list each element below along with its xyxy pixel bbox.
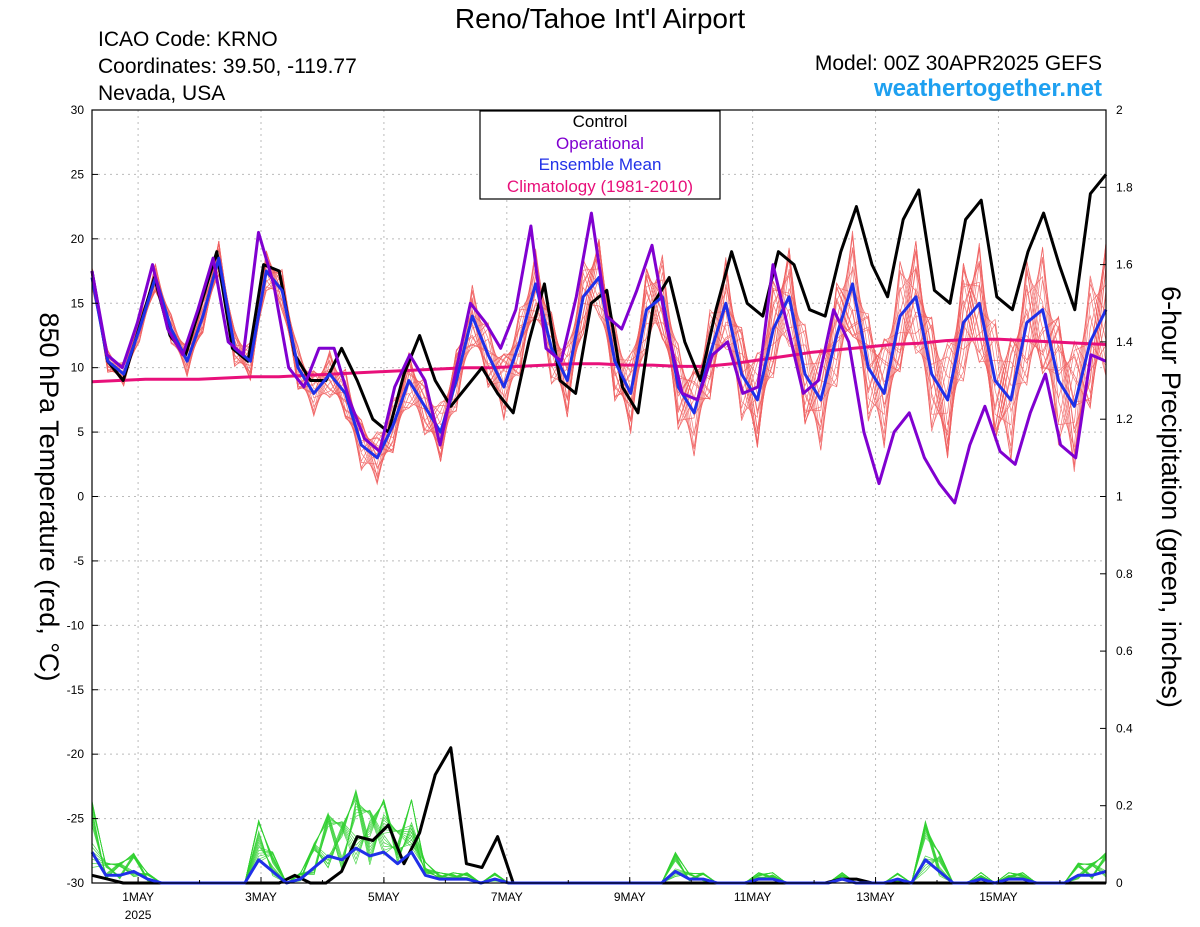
left-tick-label: -20: [67, 747, 85, 761]
precip-member-line: [91, 802, 1107, 884]
right-tick-label: 1.6: [1116, 258, 1133, 272]
right-tick-label: 0.2: [1116, 799, 1133, 813]
right-tick-label: 0.8: [1116, 567, 1133, 581]
chart-grid: [92, 110, 1106, 883]
precip-member-line: [91, 799, 1107, 884]
right-axis-label: 6-hour Precipitation (green, inches): [1156, 286, 1186, 708]
precip-member-line: [91, 800, 1107, 884]
x-tick-label: 3MAY: [245, 890, 277, 904]
left-tick-label: 5: [77, 425, 84, 439]
right-tick-label: 1.8: [1116, 180, 1133, 194]
precip-member-line: [91, 789, 1107, 884]
left-tick-label: 0: [77, 490, 84, 504]
precip-member-line: [91, 795, 1107, 884]
precip-member-line: [91, 792, 1107, 884]
model-run: Model: 00Z 30APR2025 GEFS: [814, 52, 1102, 75]
chart-series: [90, 173, 1108, 885]
precip-member-line: [91, 799, 1107, 884]
temp-line-climatology-1981-2010-: [91, 337, 1107, 384]
region: Nevada, USA: [98, 82, 226, 105]
chart-axes: 302520151050-5-10-15-20-25-3021.81.61.41…: [67, 103, 1133, 922]
precip-member-line: [91, 799, 1107, 884]
precip-member-line: [91, 798, 1107, 884]
right-tick-label: 2: [1116, 103, 1123, 117]
x-tick-label: 5MAY: [368, 890, 400, 904]
left-tick-label: -30: [67, 876, 85, 890]
right-tick-label: 1.2: [1116, 412, 1133, 426]
temp-line-ensemble-mean: [90, 256, 1108, 460]
plot-frame: [91, 109, 1107, 884]
legend-box: [479, 110, 721, 200]
temp-member-line: [91, 250, 1107, 469]
temp-line-operational: [90, 211, 1107, 505]
right-tick-label: 0: [1116, 876, 1123, 890]
left-tick-label: 30: [71, 103, 85, 117]
precip-member-line: [91, 800, 1107, 884]
x-tick-label: 7MAY: [491, 890, 523, 904]
precip-member-line: [91, 798, 1107, 884]
left-tick-label: 20: [71, 232, 85, 246]
left-tick-label: 15: [71, 296, 85, 310]
icao-code: ICAO Code: KRNO: [98, 28, 278, 51]
left-tick-label: 25: [71, 167, 85, 181]
precip-member-line: [91, 799, 1107, 884]
temp-line-control: [90, 173, 1108, 434]
right-tick-label: 0.4: [1116, 721, 1133, 735]
precip-member-line: [91, 798, 1107, 884]
page-title: Reno/Tahoe Int'l Airport: [454, 3, 746, 34]
precip-member-line: [91, 799, 1107, 884]
left-tick-label: -25: [67, 812, 85, 826]
left-tick-label: -10: [67, 618, 85, 632]
x-tick-label: 11MAY: [734, 890, 772, 904]
left-axis-label: 850 hPa Temperature (red, °C): [34, 313, 64, 682]
site-link[interactable]: weathertogether.net: [873, 75, 1102, 102]
precip-member-line: [91, 800, 1107, 884]
precip-member-line: [91, 790, 1107, 884]
left-tick-label: -15: [67, 683, 85, 697]
precip-line-control: [91, 746, 1106, 885]
chart-legend: Control Operational Ensemble Mean Climat…: [479, 110, 721, 200]
temp-member-line: [91, 241, 1107, 478]
x-tick-label: 1MAY: [122, 890, 154, 904]
precip-member-line: [91, 793, 1107, 884]
right-tick-label: 0.6: [1116, 644, 1133, 658]
x-tick-sublabel: 2025: [125, 908, 152, 922]
left-tick-label: -5: [73, 554, 84, 568]
coordinates: Coordinates: 39.50, -119.77: [98, 55, 357, 78]
right-tick-label: 1.4: [1116, 335, 1133, 349]
right-tick-label: 1: [1116, 490, 1123, 504]
precip-member-line: [91, 801, 1107, 884]
legend-ensemble-mean: Ensemble Mean: [539, 155, 662, 174]
ensemble-members: [91, 230, 1107, 884]
legend-control: Control: [573, 112, 628, 131]
left-tick-label: 10: [71, 361, 85, 375]
x-tick-label: 9MAY: [614, 890, 646, 904]
legend-operational: Operational: [556, 134, 644, 153]
precip-member-line: [91, 798, 1107, 884]
x-tick-label: 13MAY: [856, 890, 894, 904]
x-tick-label: 15MAY: [979, 890, 1017, 904]
legend-climatology: Climatology (1981-2010): [507, 177, 693, 196]
precip-member-line: [91, 788, 1107, 884]
precip-line-ensemble-mean: [90, 846, 1107, 885]
